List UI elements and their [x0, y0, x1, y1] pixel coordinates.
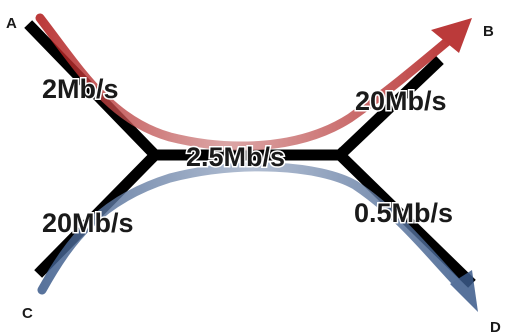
node-label-b: B	[483, 23, 494, 40]
rate-label-a-junction: 2Mb/s	[42, 74, 119, 104]
rate-label-c-junction: 20Mb/s	[42, 208, 134, 238]
flow-c-to-d	[37, 162, 478, 312]
node-label-c: C	[22, 305, 33, 322]
node-label-d: D	[490, 319, 501, 335]
flow-a-to-b-arrowhead	[431, 18, 472, 53]
flow-a-to-b-path	[35, 13, 460, 151]
rate-label-shared: 2.5Mb/s	[186, 142, 285, 172]
flow-c-to-d-arrowhead	[450, 270, 478, 312]
node-label-a: A	[6, 15, 17, 32]
rate-label-junction-d: 0.5Mb/s	[354, 198, 453, 228]
flow-c-to-d-path	[37, 162, 467, 295]
rate-label-junction-b: 20Mb/s	[355, 86, 447, 116]
link-junction-d	[332, 147, 476, 288]
flow-a-to-b	[35, 13, 472, 151]
link-junction-b	[336, 56, 444, 159]
